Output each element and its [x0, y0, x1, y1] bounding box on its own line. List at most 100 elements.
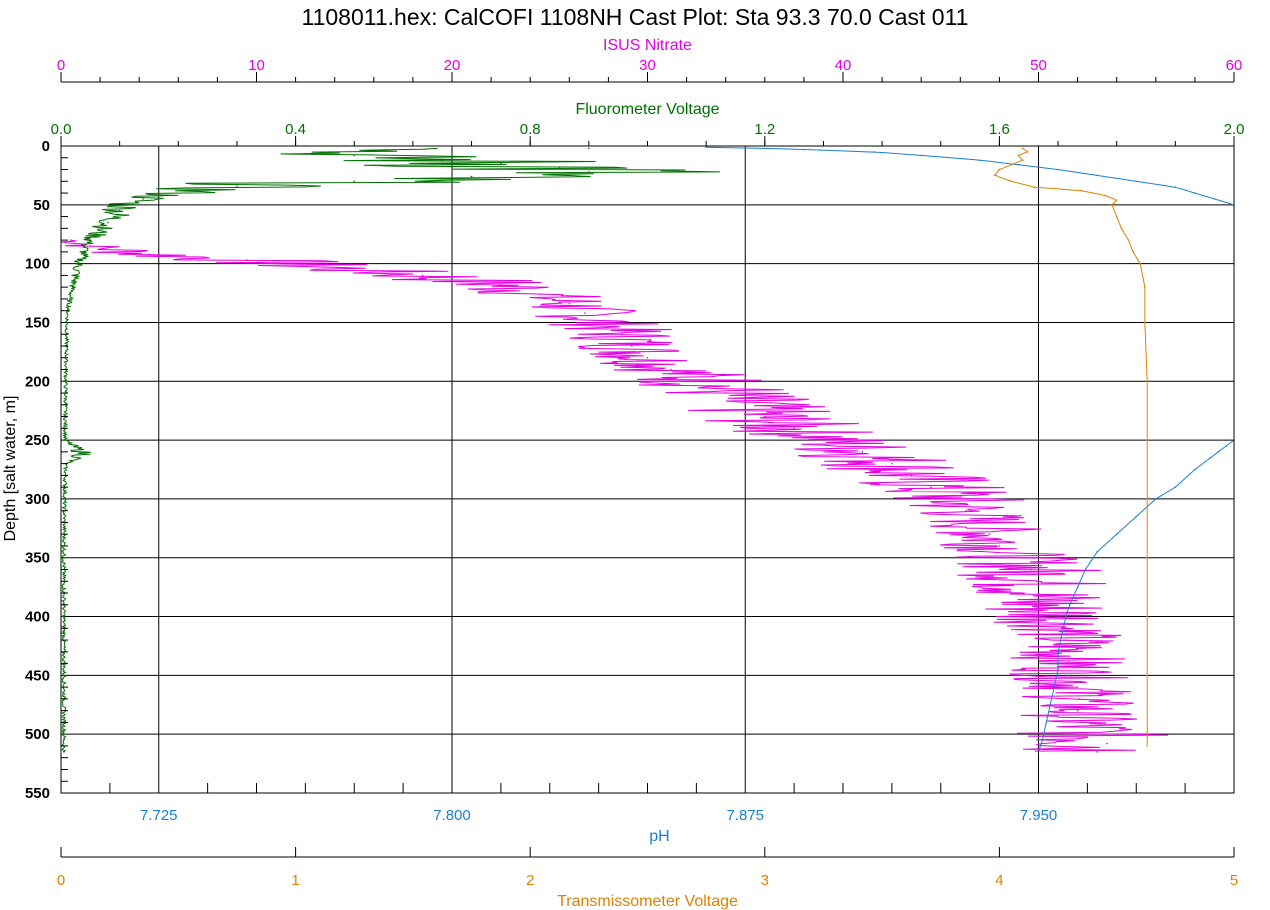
depth-axis-tick-label: 400 [25, 609, 50, 626]
nitrate-axis: 0 10 20 30 40 50 60 [57, 57, 1242, 83]
data-point-ph [1096, 174, 1098, 177]
data-point-nitrate [764, 415, 766, 418]
data-point-nitrate [1096, 751, 1098, 753]
data-point-nitrate [998, 545, 1001, 547]
data-point-ph [1135, 515, 1138, 518]
data-point-ph [873, 151, 876, 153]
data-point-nitrate [1080, 721, 1083, 724]
data-point-fluorometer [64, 439, 66, 441]
data-point-transmissometer [993, 174, 996, 177]
data-point-fluorometer [470, 175, 473, 178]
data-point-fluorometer [71, 286, 74, 288]
depth-axis-tick-label: 300 [25, 491, 50, 508]
data-point-nitrate [861, 451, 864, 453]
transmissometer-axis-title: Transmissometer Voltage [557, 893, 738, 910]
data-point-ph [1096, 551, 1098, 553]
data-point-ph [1057, 668, 1059, 671]
fluorometer-axis-tick-label: 2.0 [1224, 121, 1245, 138]
data-point-transmissometer [1080, 189, 1083, 192]
ph-axis-tick-label: 7.875 [726, 807, 764, 824]
data-point-nitrate [1039, 603, 1042, 606]
data-point-fluorometer [124, 204, 127, 206]
data-point-nitrate [148, 253, 150, 256]
fluorometer-axis-tick-label: 0.4 [285, 121, 306, 138]
transmissometer-axis-tick-label: 0 [57, 872, 65, 889]
data-point-fluorometer [441, 159, 444, 161]
data-point-ph [1018, 164, 1020, 166]
data-point-transmissometer [1132, 251, 1134, 253]
series-line-ph [706, 146, 1235, 751]
ph-axis-tick-label: 7.725 [140, 807, 178, 824]
ph-axis-tick-label: 7.800 [433, 807, 471, 824]
data-point-fluorometer [66, 321, 68, 324]
data-point-fluorometer [63, 615, 65, 618]
transmissometer-axis-tick-label: 1 [291, 872, 299, 889]
data-point-fluorometer [77, 262, 80, 265]
data-point-nitrate [910, 474, 913, 477]
data-point-transmissometer [1146, 733, 1148, 735]
data-point-fluorometer [101, 227, 103, 230]
data-point-transmissometer [1115, 215, 1118, 218]
data-point-nitrate [724, 392, 727, 394]
series-transmissometer [993, 147, 1148, 747]
data-point-nitrate [646, 356, 649, 359]
data-point-transmissometer [1144, 286, 1146, 288]
data-point-ph [1217, 451, 1220, 453]
data-point-transmissometer [1146, 380, 1148, 383]
data-point-nitrate [705, 380, 707, 383]
data-point-transmissometer [1033, 186, 1036, 188]
data-point-ph [1084, 568, 1087, 571]
chart-title: 1108011.hex: CalCOFI 1108NH Cast Plot: S… [302, 4, 969, 30]
data-point-nitrate [832, 439, 835, 441]
data-point-nitrate [891, 462, 893, 465]
data-point-nitrate [1086, 733, 1089, 735]
data-point-fluorometer [95, 233, 97, 236]
data-point-fluorometer [558, 166, 561, 168]
data-point-ph [1115, 533, 1118, 535]
data-point-ph [764, 147, 766, 150]
fluorometer-axis-tick-label: 1.2 [754, 121, 775, 138]
data-point-nitrate [1067, 674, 1069, 677]
ph-axis: 7.725 7.800 7.875 7.950 [60, 783, 1235, 824]
data-point-transmissometer [1017, 154, 1019, 157]
data-point-fluorometer [63, 674, 65, 677]
transmissometer-axis: 0 1 2 3 4 5 [57, 847, 1238, 889]
series-line-nitrate [60, 239, 1169, 752]
data-point-nitrate [1067, 651, 1069, 653]
data-point-fluorometer [64, 380, 67, 383]
depth-axis-tick-label: 50 [33, 197, 50, 214]
data-point-ph [979, 159, 981, 161]
data-point-ph [920, 154, 922, 157]
data-point-nitrate [1076, 686, 1079, 688]
data-point-ph [1053, 686, 1055, 688]
data-point-fluorometer [89, 239, 92, 241]
data-point-transmissometer [1111, 204, 1113, 206]
data-point-ph [1225, 445, 1227, 447]
data-point-fluorometer [159, 194, 162, 197]
data-point-fluorometer [63, 751, 65, 753]
data-point-fluorometer [68, 298, 71, 300]
nitrate-axis-tick-label: 0 [57, 57, 65, 74]
data-point-ph [803, 148, 805, 151]
data-point-transmissometer [1146, 674, 1148, 677]
data-point-nitrate [1106, 742, 1108, 745]
transmissometer-axis-tick-label: 4 [995, 872, 1003, 889]
data-point-transmissometer [1104, 194, 1106, 197]
data-point-nitrate [69, 239, 72, 241]
data-point-nitrate [1068, 662, 1071, 665]
data-point-nitrate [539, 293, 541, 296]
data-point-transmissometer [1120, 227, 1123, 230]
data-point-nitrate [1057, 615, 1059, 618]
data-point-nitrate [1014, 556, 1016, 559]
data-point-nitrate [601, 321, 604, 324]
data-point-nitrate [965, 509, 967, 512]
transmissometer-axis-tick-label: 3 [761, 872, 769, 889]
data-point-nitrate [1076, 709, 1079, 712]
transmissometer-axis-tick-label: 5 [1230, 872, 1238, 889]
depth-axis-title: Depth [salt water, m] [2, 396, 19, 542]
data-point-ph [1065, 615, 1067, 618]
data-point-transmissometer [1127, 239, 1130, 241]
data-point-transmissometer [1139, 262, 1141, 265]
series-ph [705, 146, 1235, 753]
